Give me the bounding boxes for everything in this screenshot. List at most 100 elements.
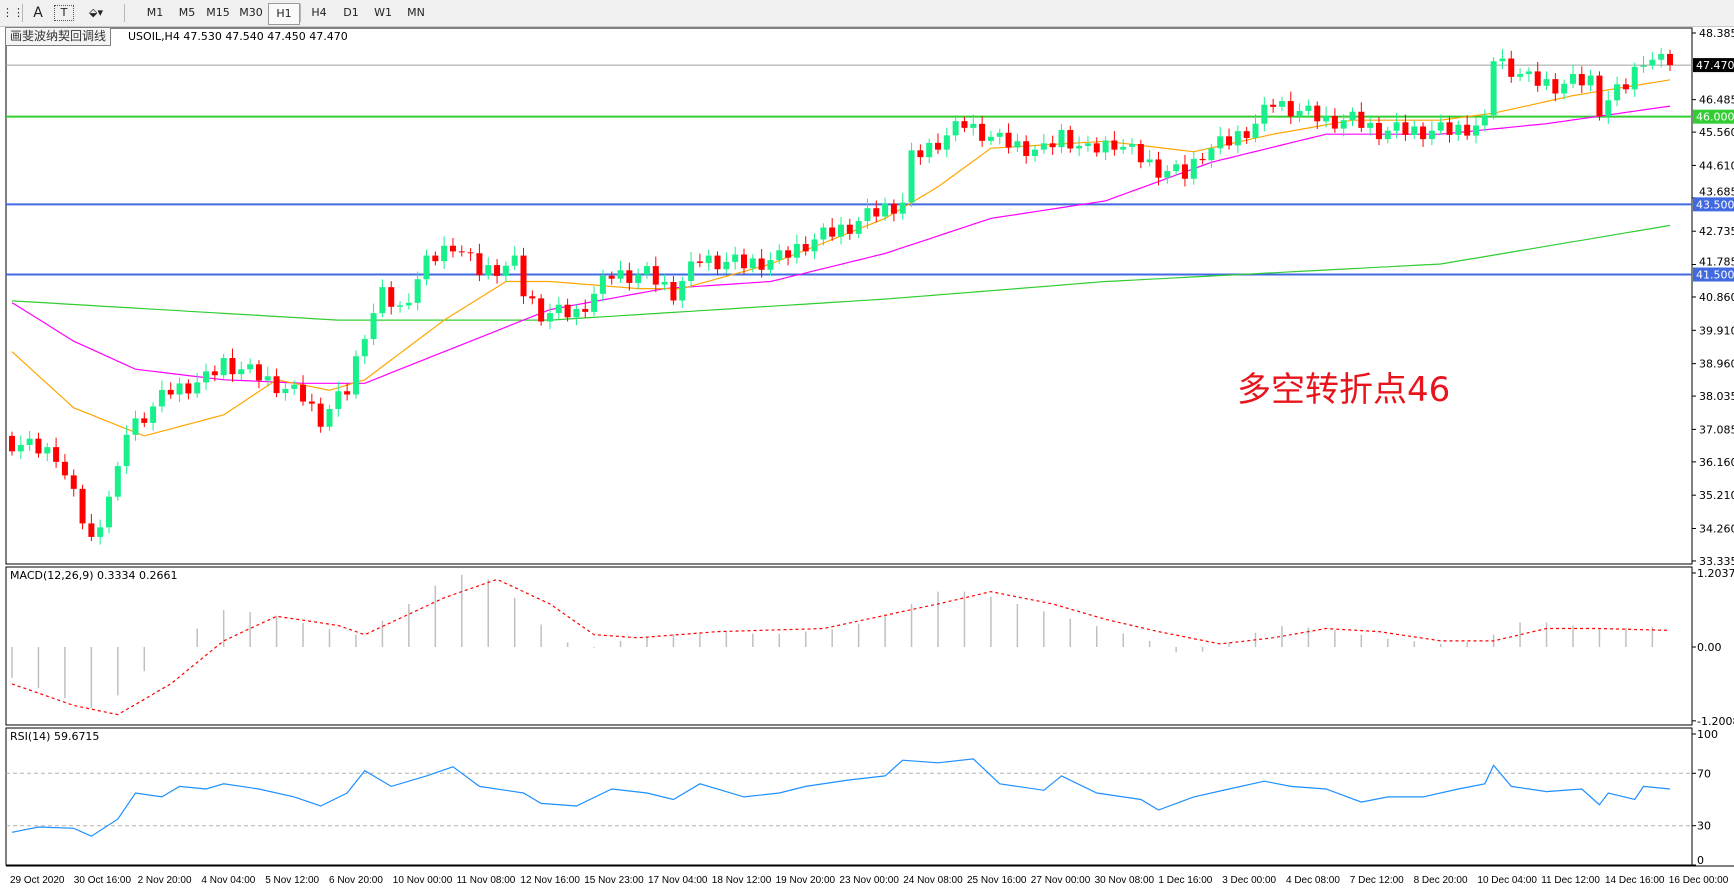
candle <box>882 197 889 221</box>
candle-body <box>643 266 650 275</box>
candle <box>855 216 862 239</box>
candle <box>167 382 174 399</box>
candle <box>758 249 765 278</box>
candle <box>1561 79 1568 100</box>
tooltip: 画斐波纳契回调线 <box>5 27 112 46</box>
candle-body <box>1049 143 1056 148</box>
price-axis-label: 42.735 <box>1699 225 1734 238</box>
candle-body <box>1534 71 1541 86</box>
candle <box>1252 114 1259 143</box>
candle-body <box>1358 111 1365 128</box>
candle-body <box>106 496 113 528</box>
candle <box>1437 114 1444 135</box>
candle-body <box>432 255 439 262</box>
candle-body <box>185 383 192 394</box>
candle-body <box>1578 74 1585 86</box>
price-axis-label: 46.485 <box>1699 94 1734 107</box>
price-axis-label: 35.210 <box>1699 489 1734 502</box>
candle <box>1411 120 1418 140</box>
candle <box>546 303 553 330</box>
timeframe-m1[interactable]: M1 <box>146 6 164 19</box>
candle-body <box>1472 125 1479 136</box>
candle <box>1402 114 1409 141</box>
candle-body <box>917 150 924 158</box>
candle <box>61 454 68 480</box>
candle <box>1076 136 1083 157</box>
level-price-tag <box>1693 267 1734 282</box>
candle <box>1605 90 1612 125</box>
candle <box>326 404 333 431</box>
candle-body <box>1208 148 1215 161</box>
candle <box>749 254 756 273</box>
timeframe-d1[interactable]: D1 <box>343 6 359 19</box>
candle <box>397 301 404 313</box>
candle <box>1393 112 1400 139</box>
candle <box>1199 152 1206 165</box>
candle <box>35 432 42 458</box>
candle-body <box>1411 126 1418 135</box>
candle <box>255 360 262 389</box>
level-price-label: 43.500 <box>1696 198 1734 211</box>
candle <box>511 246 518 270</box>
candle <box>449 238 456 258</box>
candle-body <box>158 389 165 407</box>
time-axis-label: 15 Nov 23:00 <box>584 875 644 886</box>
candle-body <box>511 255 518 266</box>
price-axis-label: 37.085 <box>1699 423 1734 436</box>
timeframe-m15[interactable]: M15 <box>206 6 230 19</box>
candle <box>1472 117 1479 144</box>
candle-body <box>1508 58 1515 77</box>
candle-body <box>1217 136 1224 149</box>
candle <box>53 437 60 468</box>
candle-body <box>749 258 756 269</box>
candle <box>1587 69 1594 92</box>
time-axis-label: 7 Dec 12:00 <box>1350 875 1404 886</box>
time-axis-label: 19 Nov 20:00 <box>776 875 836 886</box>
candle-body <box>899 202 906 214</box>
candle-body <box>696 261 703 263</box>
candle <box>17 435 24 460</box>
toolbar-divider <box>124 4 125 22</box>
timeframe-m30[interactable]: M30 <box>239 6 263 19</box>
candle-body <box>176 383 183 395</box>
text-label-tool-icon[interactable]: T <box>54 5 74 21</box>
candle <box>740 248 747 275</box>
candle-body <box>1093 143 1100 153</box>
timeframe-mn[interactable]: MN <box>407 6 425 19</box>
candle <box>282 382 289 401</box>
candle-body <box>935 142 942 150</box>
price-axis-label: 48.385 <box>1699 27 1734 40</box>
timeframe-w1[interactable]: W1 <box>374 6 392 19</box>
time-axis-label: 12 Nov 16:00 <box>520 875 580 886</box>
candle <box>714 251 721 276</box>
candle-body <box>467 252 474 254</box>
time-axis-label: 24 Nov 08:00 <box>903 875 963 886</box>
candle <box>873 200 880 223</box>
rsi-axis-label: 100 <box>1697 728 1718 741</box>
candle <box>485 257 492 280</box>
candle-body <box>573 308 580 318</box>
candle-body <box>564 304 571 318</box>
candle <box>555 296 562 320</box>
candle-body <box>1278 101 1285 107</box>
time-axis-label: 18 Nov 12:00 <box>712 875 772 886</box>
candle <box>317 397 324 433</box>
candle-body <box>1181 164 1188 179</box>
candle-body <box>529 296 536 299</box>
candle-body <box>1525 71 1532 75</box>
crosshair-grid-icon[interactable]: ⋮⋮ <box>2 6 24 19</box>
candle-body <box>255 364 262 381</box>
candle <box>793 234 800 264</box>
candle <box>838 216 844 245</box>
timeframe-m5[interactable]: M5 <box>178 6 196 19</box>
timeframe-h4[interactable]: H4 <box>311 6 327 19</box>
candle-body <box>546 313 553 322</box>
timeframe-h1[interactable]: H1 <box>268 3 300 25</box>
candle-body <box>1331 115 1338 129</box>
ma-slow-line <box>11 224 1671 321</box>
candle-body <box>688 261 695 281</box>
candle <box>890 199 897 222</box>
arrows-tool-icon[interactable]: ⬙▾ <box>89 6 103 19</box>
text-tool-icon[interactable]: A <box>33 5 43 21</box>
